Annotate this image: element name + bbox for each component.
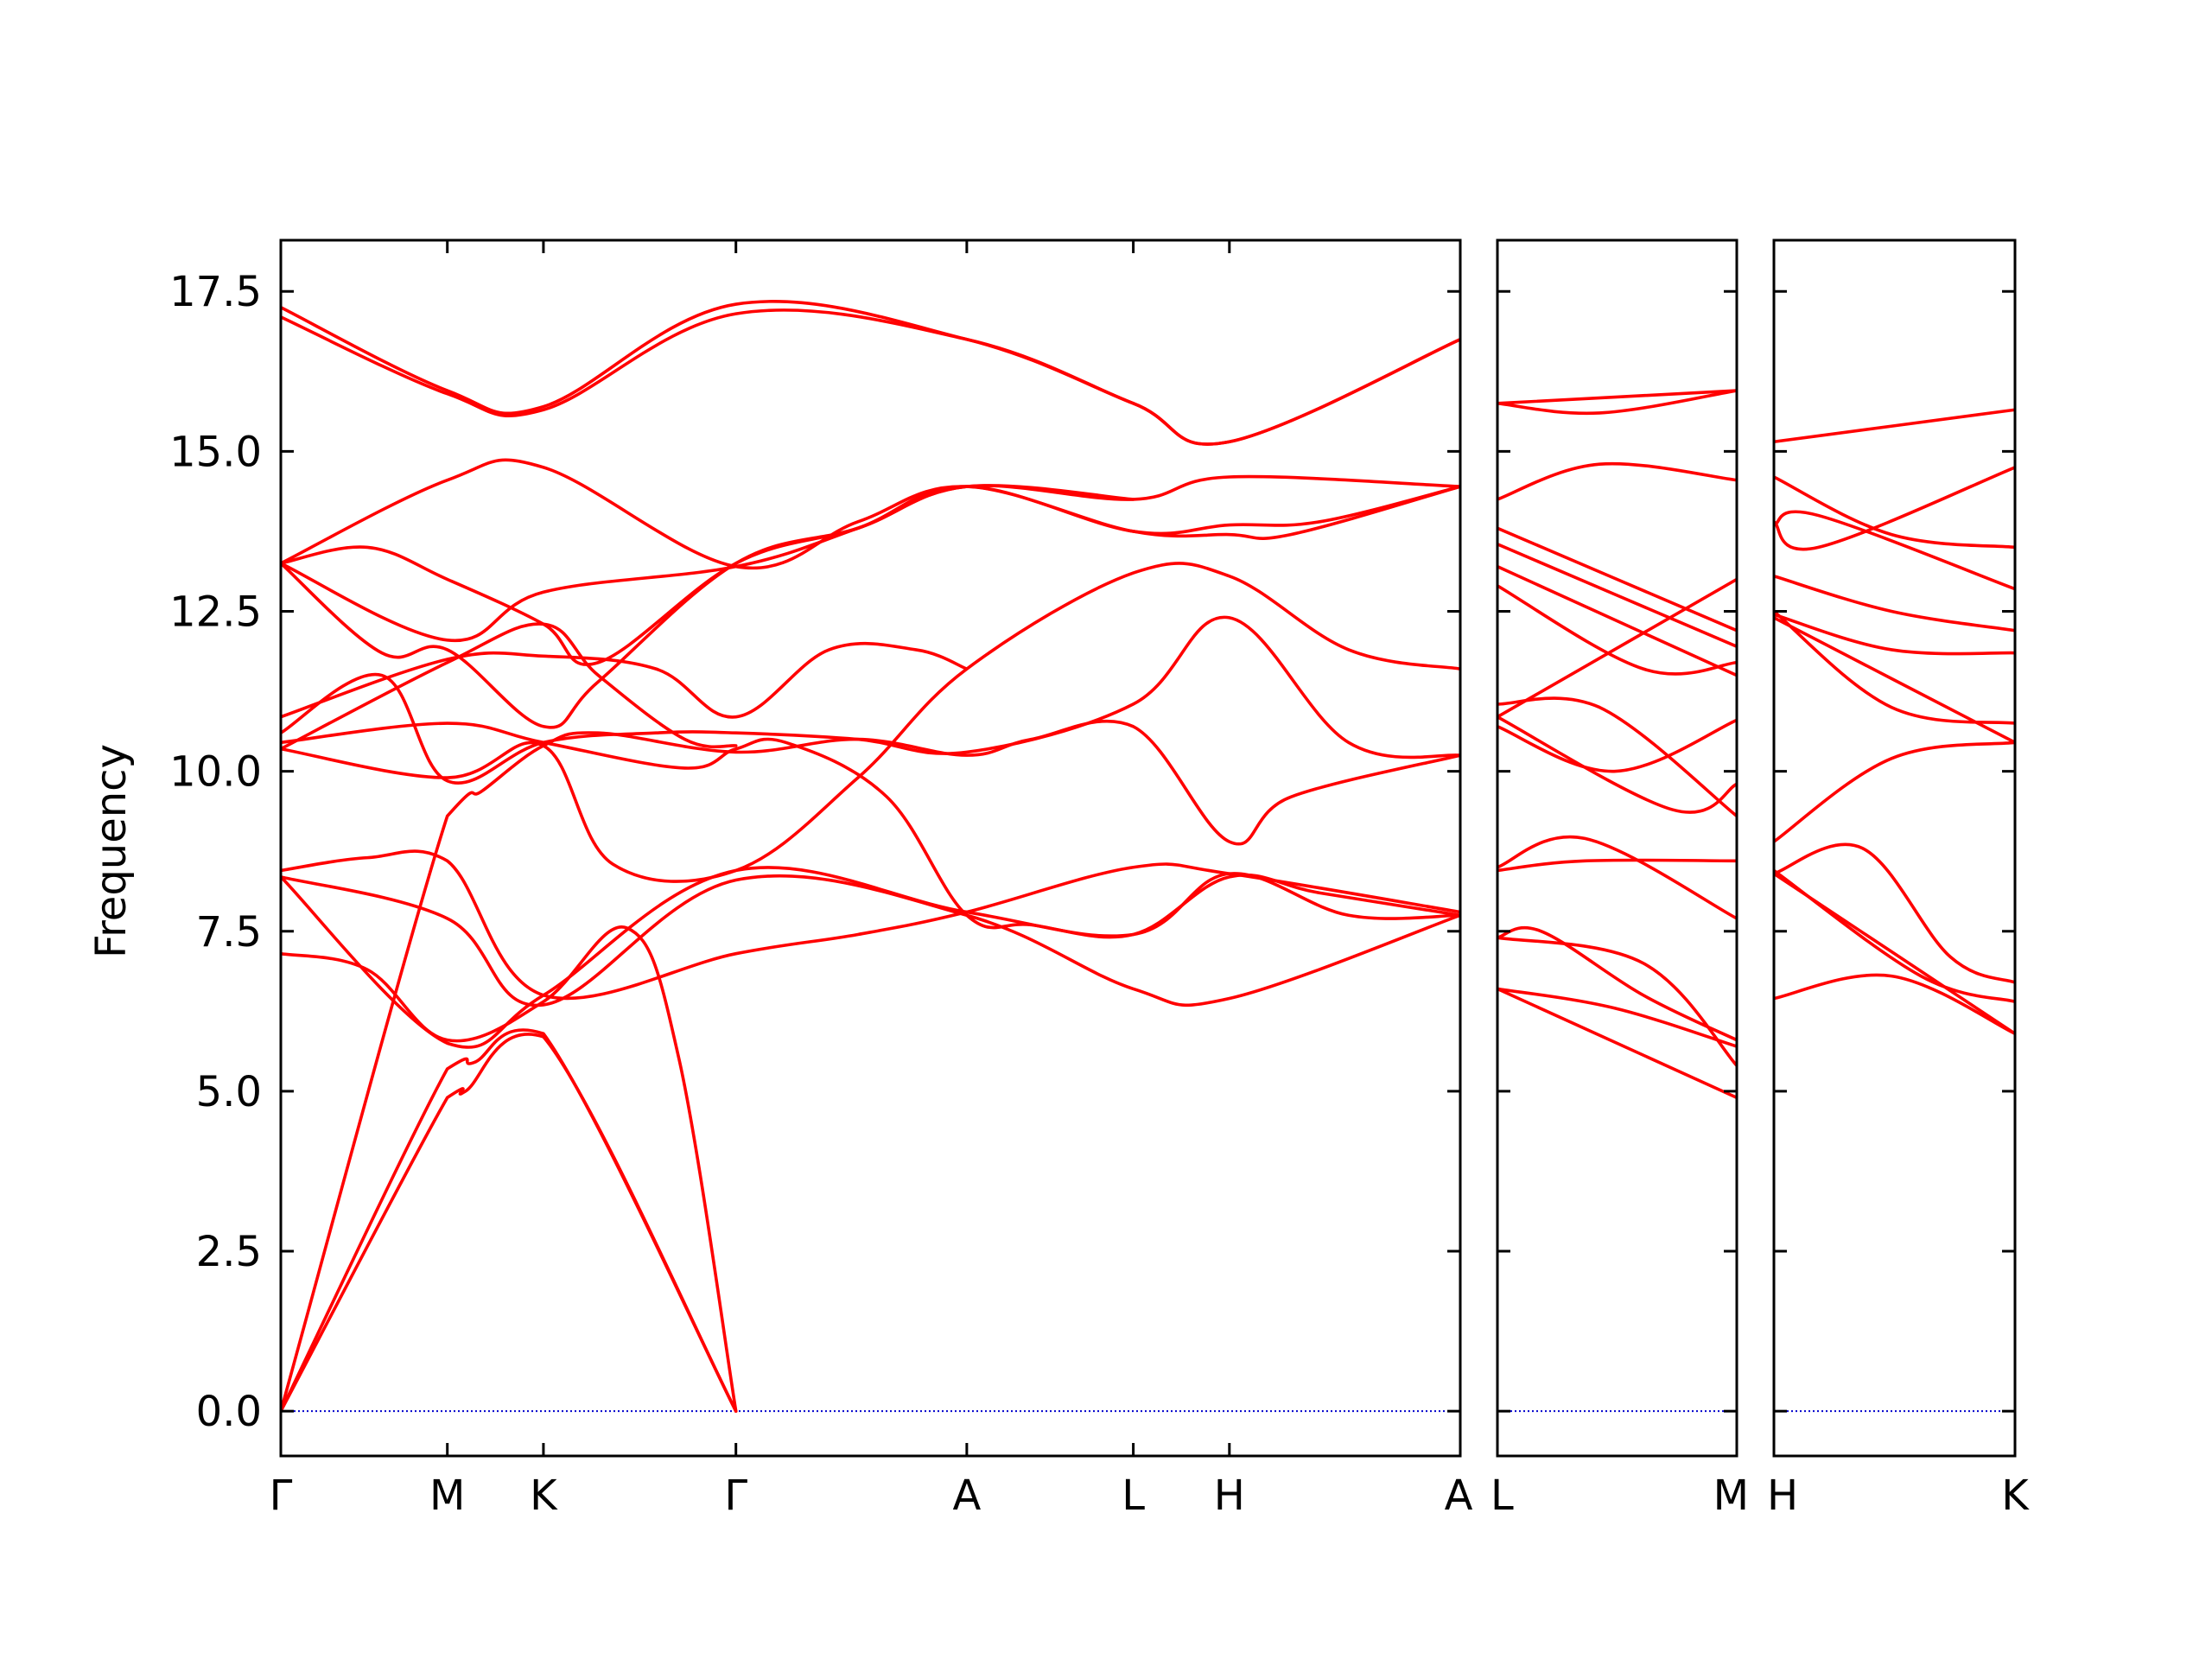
- x-tick-label: A: [952, 1471, 981, 1520]
- y-tick-label: 5.0: [196, 1068, 262, 1116]
- y-tick-label: 15.0: [169, 428, 262, 476]
- band-line-15: [281, 484, 1135, 666]
- band-line-7: [1497, 718, 1737, 773]
- band-line-10: [1497, 577, 1737, 719]
- band-line-4: [1774, 842, 2015, 984]
- band-line-13: [1774, 408, 2015, 444]
- band-line-15: [1497, 461, 1737, 501]
- band-line-6: [281, 866, 1460, 1049]
- band-line-12: [1774, 466, 2015, 551]
- band-line-12: [281, 622, 738, 751]
- band-line-14: [281, 485, 1460, 643]
- y-tick-label: 7.5: [196, 908, 262, 957]
- x-tick-label: A: [1445, 1471, 1473, 1520]
- band-line-3: [1497, 925, 1737, 1042]
- band-line-10: [1774, 510, 2015, 591]
- y-tick-label: 10.0: [169, 748, 262, 797]
- band-line-7: [1774, 616, 2015, 745]
- y-tick-label: 0.0: [196, 1388, 262, 1436]
- y-tick-label: 17.5: [169, 268, 262, 316]
- band-group: [1774, 408, 2015, 1036]
- band-line-11: [1497, 584, 1737, 676]
- band-line-5: [1497, 835, 1737, 920]
- x-tick-label: M: [429, 1471, 465, 1520]
- plot-frame: [1772, 238, 2017, 1458]
- band-line-1: [281, 1033, 738, 1413]
- x-tick-label: K: [530, 1471, 558, 1520]
- band-line-3: [1774, 868, 2015, 1004]
- plot-frame: [279, 238, 1462, 1458]
- band-line-7: [281, 849, 1460, 1001]
- x-tick-label: K: [2001, 1471, 2030, 1520]
- band-line-11: [1774, 475, 2015, 550]
- band-line-14: [1497, 526, 1737, 632]
- band-line-8: [1497, 715, 1737, 814]
- band-line-8: [281, 562, 1460, 883]
- band-line-8: [1774, 613, 2015, 656]
- x-tick-label: Γ: [724, 1471, 747, 1520]
- y-axis-label: Frequency: [87, 744, 136, 958]
- band-line-9: [1774, 574, 2015, 632]
- band-line-6: [1497, 858, 1737, 873]
- y-tick-label: 2.5: [196, 1228, 262, 1276]
- band-line-9: [281, 721, 1460, 939]
- y-tick-label: 12.5: [169, 588, 262, 637]
- plot-frame: [1496, 238, 1738, 1458]
- x-tick-label: L: [1122, 1471, 1145, 1520]
- band-line-10: [281, 615, 1460, 785]
- panel-1: 0.0 2.5 5.0 7.5 10.0 12.5 15.0 17.5 Γ M K Γ A L H A: [169, 238, 1473, 1520]
- band-line-11: [281, 641, 969, 719]
- band-line-16: [1497, 389, 1737, 416]
- x-tick-label: Γ: [270, 1471, 293, 1520]
- band-group: [281, 299, 1460, 1413]
- band-line-4: [1497, 936, 1737, 1068]
- x-tick-label: H: [1214, 1471, 1245, 1520]
- band-line-18: [281, 299, 1460, 446]
- band-line-3: [281, 719, 1460, 1413]
- band-line-5: [1774, 741, 2015, 843]
- band-line-4: [281, 925, 738, 1413]
- band-line-9: [1497, 696, 1737, 818]
- band-line-2: [281, 1028, 738, 1413]
- band-line-2: [1497, 987, 1737, 1048]
- band-line-12: [1497, 564, 1737, 677]
- band-line-17: [1497, 389, 1737, 405]
- panels: 0.02.55.07.510.012.515.017.5Γ M K Γ A L H A L M H K: [169, 238, 2030, 1520]
- band-line-13: [281, 474, 1460, 729]
- x-tick-label: H: [1767, 1471, 1798, 1520]
- x-tick-label: L: [1491, 1471, 1514, 1520]
- band-line-16: [281, 458, 1460, 570]
- band-group: [1497, 389, 1737, 1100]
- band-line-13: [1497, 542, 1737, 649]
- x-tick-label: M: [1713, 1471, 1749, 1520]
- band-line-5: [281, 874, 1460, 1007]
- band-line-1: [1774, 973, 2015, 1036]
- band-line-6: [1774, 609, 2015, 725]
- band-line-1: [1497, 987, 1737, 1100]
